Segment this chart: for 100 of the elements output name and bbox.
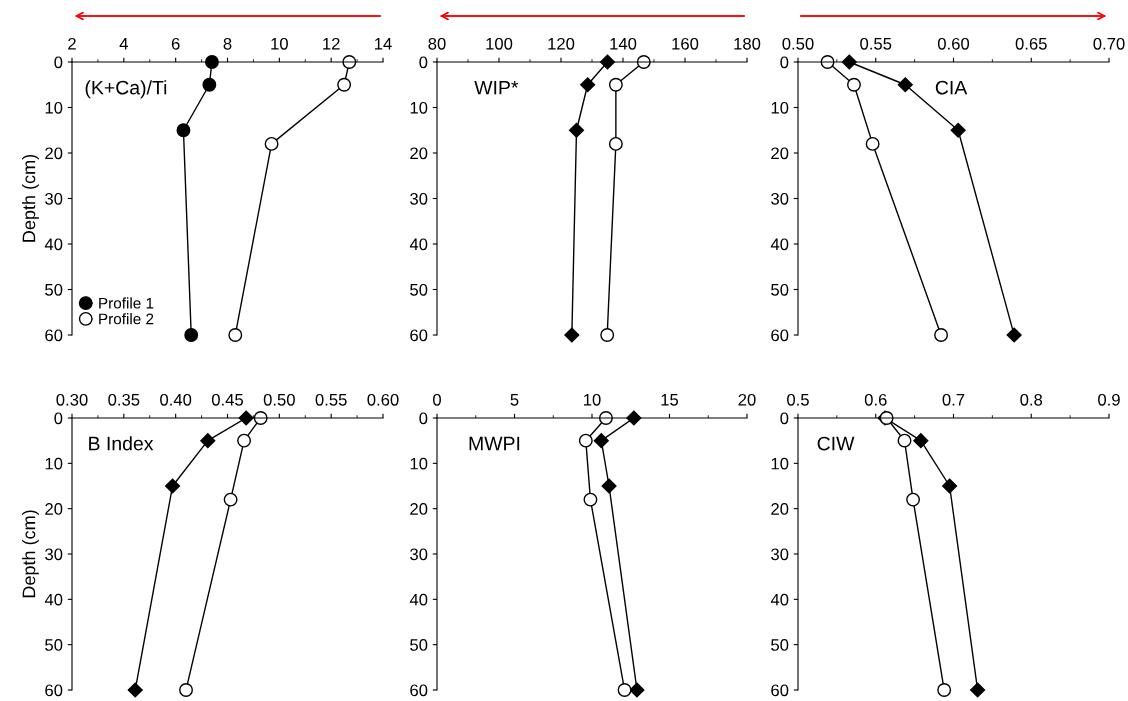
point	[179, 683, 193, 697]
y-tick-label: 0	[780, 56, 789, 69]
x-tick-label: 15	[661, 394, 679, 406]
y-tick-label: 0	[54, 56, 63, 69]
x-tick-label: 0.7	[942, 393, 965, 406]
y-tick-label: 40	[770, 593, 789, 606]
y-tick-label: 60	[771, 329, 789, 342]
x-tick-label: 0.70	[1093, 37, 1125, 50]
point	[237, 433, 252, 448]
x-tick-label: 4	[119, 38, 128, 50]
x-tick-label: 0.40	[160, 393, 192, 406]
legend-label: Profile 2	[99, 313, 154, 325]
x-tick-label: 8	[223, 37, 232, 50]
point	[583, 492, 598, 507]
point	[906, 492, 921, 507]
y-tick-label: 60	[410, 329, 428, 342]
point	[600, 328, 615, 342]
y-axis-title: Depth (cm)	[22, 154, 39, 242]
y-tick-label: 10	[410, 101, 428, 114]
x-tick-label: 0.55	[315, 393, 347, 406]
x-tick-label: 80	[428, 37, 446, 50]
point	[950, 122, 966, 138]
y-tick-label: 20	[410, 503, 428, 515]
point	[1006, 327, 1022, 343]
x-tick-label: 2	[68, 37, 76, 50]
x-tick-label: 10	[584, 393, 601, 406]
y-tick-label: 20	[45, 503, 63, 515]
x-tick-label: 0.60	[367, 393, 399, 406]
x-tick-label: 0.9	[1098, 393, 1120, 406]
point	[184, 328, 199, 342]
point	[847, 77, 861, 92]
x-tick-label: 0.65	[1015, 37, 1047, 50]
x-tick-label: 6	[171, 37, 180, 50]
x-tick-label: 14	[375, 38, 392, 50]
y-tick-label: 30	[771, 192, 789, 205]
x-tick-label: 5	[510, 394, 519, 406]
point	[970, 682, 986, 698]
point	[629, 682, 645, 698]
point	[264, 136, 279, 151]
point	[176, 123, 191, 138]
x-tick-label: 0.8	[1020, 393, 1043, 406]
point	[942, 478, 958, 494]
x-tick-label: 100	[486, 37, 513, 50]
text: WIP*	[474, 80, 519, 95]
y-tick-label: 50	[410, 639, 428, 651]
x-tick-label: 20	[738, 393, 756, 406]
x-tick-label: 140	[610, 37, 637, 50]
point	[865, 136, 880, 151]
x-tick-label: 0	[433, 393, 441, 406]
y-tick-label: 30	[410, 192, 428, 205]
y-tick-label: 0	[419, 412, 428, 425]
x-tick-label: 0.60	[937, 37, 970, 50]
y-tick-label: 40	[409, 593, 428, 606]
y-tick-label: 60	[45, 329, 63, 342]
point	[568, 122, 585, 138]
point	[601, 478, 617, 494]
y-tick-label: 60	[410, 684, 428, 697]
point	[937, 683, 952, 697]
point	[564, 327, 580, 343]
y-tick-label: 50	[771, 639, 789, 651]
point	[164, 478, 181, 494]
y-tick-label: 10	[45, 457, 63, 470]
point	[337, 77, 352, 92]
y-tick-label: 50	[410, 283, 428, 296]
text: CIW	[817, 436, 855, 451]
y-tick-label: 60	[771, 684, 789, 697]
x-tick-label: 0.5	[787, 393, 809, 406]
x-tick-label: 0.50	[782, 37, 814, 50]
y-axis-title: Depth (cm)	[22, 510, 39, 598]
y-tick-label: 40	[44, 593, 63, 606]
text: MWPI	[469, 436, 520, 451]
point	[608, 136, 623, 151]
y-tick-label: 20	[45, 147, 63, 160]
point	[200, 433, 216, 449]
x-tick-label: 0.45	[211, 393, 244, 406]
x-tick-label: 0.35	[108, 393, 140, 406]
x-tick-label: 0.6	[864, 393, 887, 406]
y-tick-label: 50	[771, 283, 789, 296]
point	[127, 682, 143, 698]
y-tick-label: 60	[45, 684, 63, 697]
y-tick-label: 40	[770, 238, 789, 251]
point	[897, 77, 913, 93]
x-tick-label: 180	[734, 37, 761, 50]
point	[228, 328, 243, 342]
y-tick-label: 0	[419, 56, 428, 69]
text: B Index	[89, 436, 154, 451]
x-tick-label: 10	[271, 37, 288, 50]
y-tick-label: 10	[771, 457, 789, 470]
x-tick-label: 160	[672, 37, 699, 50]
x-tick-label: 0.30	[56, 393, 88, 406]
text: (K+Ca)/Ti	[85, 80, 167, 99]
point	[593, 433, 609, 449]
point	[897, 433, 912, 448]
point	[617, 683, 632, 697]
x-tick-label: 0.50	[263, 393, 295, 406]
point	[913, 433, 929, 449]
y-tick-label: 20	[771, 147, 789, 160]
y-tick-label: 40	[409, 238, 428, 251]
y-tick-label: 50	[45, 639, 63, 651]
y-tick-label: 10	[410, 457, 428, 470]
